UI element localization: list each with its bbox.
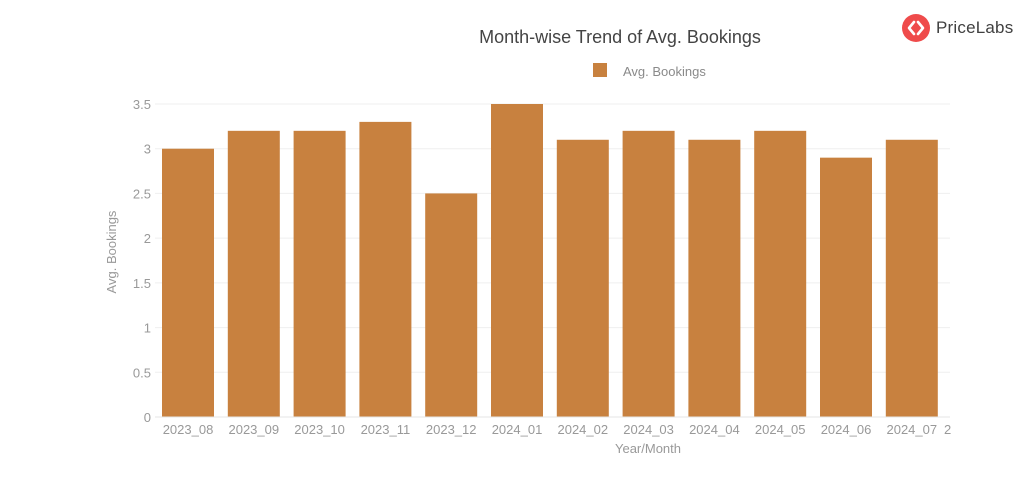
bar[interactable]	[359, 121, 412, 417]
bar[interactable]	[556, 139, 609, 417]
y-tick-label: 0	[144, 410, 151, 425]
x-tick-label: 2023_08	[163, 422, 214, 437]
y-tick-label: 2.5	[133, 186, 151, 201]
y-tick-label: 3.5	[133, 97, 151, 112]
bar[interactable]	[293, 130, 346, 418]
y-axis-ticks: 0 0.5 1 1.5 2 2.5 3 3.5	[133, 97, 151, 425]
bar[interactable]	[162, 148, 214, 417]
bar[interactable]	[688, 139, 741, 417]
bar[interactable]	[754, 130, 807, 418]
legend-label: Avg. Bookings	[623, 64, 706, 79]
pricelabs-logo-icon	[902, 14, 930, 42]
x-tick-label: 2023_12	[426, 422, 477, 437]
x-tick-label: 2024_01	[492, 422, 543, 437]
chart-title: Month-wise Trend of Avg. Bookings	[479, 27, 761, 47]
x-tick-label-truncated: 2	[944, 422, 951, 437]
y-tick-label: 2	[144, 231, 151, 246]
bar[interactable]	[885, 139, 938, 417]
x-tick-label: 2024_04	[689, 422, 740, 437]
x-tick-label: 2023_09	[228, 422, 279, 437]
bar[interactable]	[425, 193, 478, 417]
x-tick-label: 2024_02	[557, 422, 608, 437]
y-tick-label: 1.5	[133, 276, 151, 291]
x-tick-label: 2024_05	[755, 422, 806, 437]
y-tick-label: 3	[144, 142, 151, 157]
gridlines	[155, 103, 950, 373]
bar[interactable]	[622, 130, 675, 418]
bar[interactable]	[820, 157, 872, 417]
x-tick-label: 2024_03	[623, 422, 674, 437]
x-tick-label: 2023_10	[294, 422, 345, 437]
x-axis-title: Year/Month	[615, 441, 681, 456]
legend-swatch	[593, 63, 607, 77]
x-tick-label: 2024_06	[821, 422, 872, 437]
legend[interactable]: Avg. Bookings	[593, 63, 706, 79]
x-tick-label: 2023_11	[361, 422, 411, 437]
bar[interactable]	[227, 130, 280, 418]
x-tick-label: 2024_07	[886, 422, 937, 437]
y-tick-label: 0.5	[133, 365, 151, 380]
bars	[162, 104, 938, 418]
brand[interactable]: PriceLabs	[902, 14, 1013, 42]
y-tick-label: 1	[144, 321, 151, 336]
x-axis-ticks: 2023_08 2023_09 2023_10 2023_11 2023_12 2024_…	[163, 422, 952, 437]
brand-name: PriceLabs	[936, 18, 1014, 37]
y-axis-title: Avg. Bookings	[104, 210, 119, 293]
bar[interactable]	[491, 104, 543, 417]
